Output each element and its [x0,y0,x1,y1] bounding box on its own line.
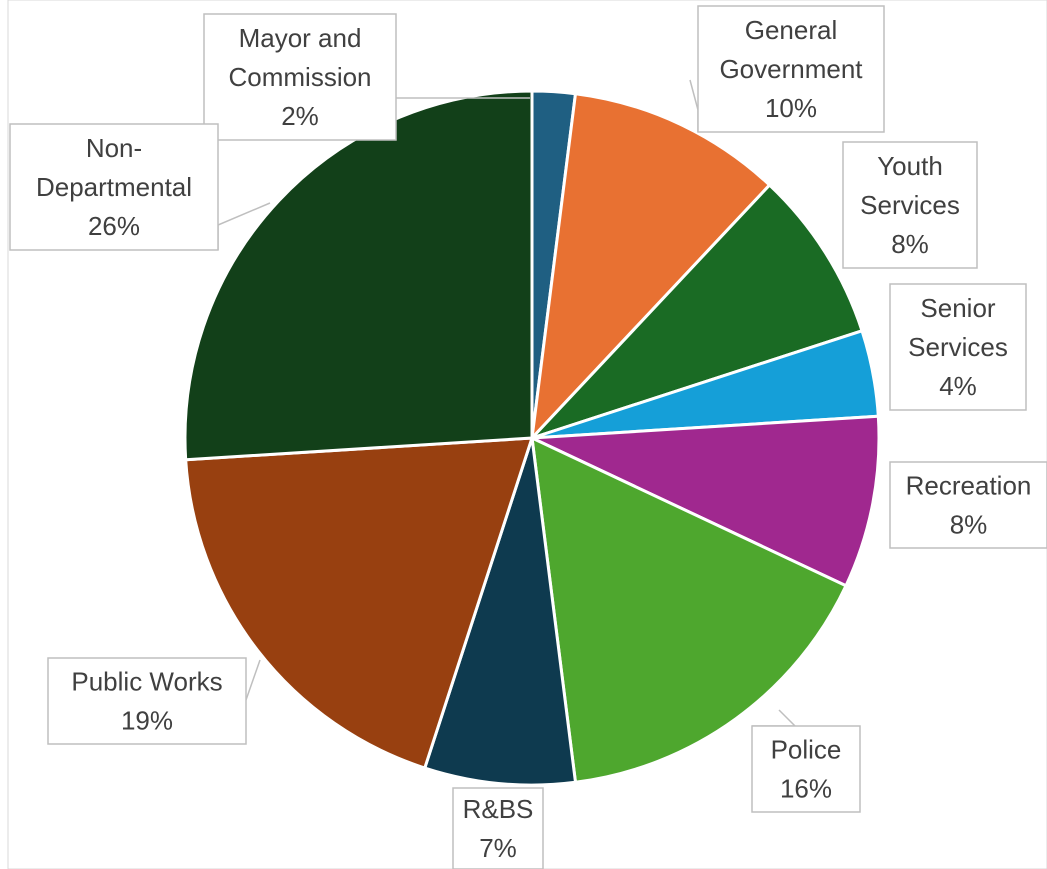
data-label-text: Youth [877,151,943,181]
data-label-text: 4% [939,371,977,401]
data-label-text: Senior [920,293,995,323]
data-label-text: Government [719,54,863,84]
data-label-box [842,141,978,269]
data-label-text: Police [771,735,842,765]
data-label-text: 7% [479,833,517,863]
data-label-box [751,725,861,813]
data-label-text: Non- [86,133,142,163]
data-label-box [9,123,219,251]
data-label: Recreation 8% [889,461,1047,549]
data-label: Public Works 19% [47,657,247,745]
pie-slice-recreation [531,414,881,588]
pie-slice-youth-services [530,182,864,440]
data-label-text: 2% [281,101,319,131]
data-label-text: 8% [950,510,988,540]
data-label-text: 19% [121,706,173,736]
pie-slice-police [530,435,848,784]
data-label: Senior Services 4% [889,283,1027,411]
data-label-text: Services [860,190,960,220]
data-label: Mayor and Commission 2% [203,13,397,141]
data-label-text: R&BS [463,794,534,824]
data-label-text: Recreation [906,471,1032,501]
data-label-text: Services [908,332,1008,362]
data-labels: Mayor and Commission 2% General Government 10… [9,5,1047,869]
data-label-text: 8% [891,229,929,259]
leader-line [245,659,261,701]
data-label: R&BS 7% [452,787,544,869]
pie-slice-general-government [529,92,772,443]
pie-slice-r-bs [422,437,578,787]
data-label-text: Public Works [71,667,222,697]
data-label-box [697,5,885,133]
data-label-text: 10% [765,93,817,123]
data-label-box [47,657,247,745]
data-label-box [203,13,397,141]
data-label-box [889,461,1047,549]
data-label: General Government 10% [697,5,885,133]
data-label-text: Commission [228,62,371,92]
data-label: Non- Departmental 26% [9,123,219,251]
data-label-box [889,283,1027,411]
data-label-box [452,787,544,869]
data-label-text: 26% [88,211,140,241]
pie-slices [183,89,881,787]
data-label-text: Departmental [36,172,192,202]
data-label-text: General [745,15,838,45]
data-label: Police 16% [751,725,861,813]
data-label-text: Mayor and [239,23,362,53]
data-label: Youth Services 8% [842,141,978,269]
data-label-text: 16% [780,774,832,804]
pie-slice-non-departmental [183,89,534,462]
pie-slice-public-works [184,436,535,770]
